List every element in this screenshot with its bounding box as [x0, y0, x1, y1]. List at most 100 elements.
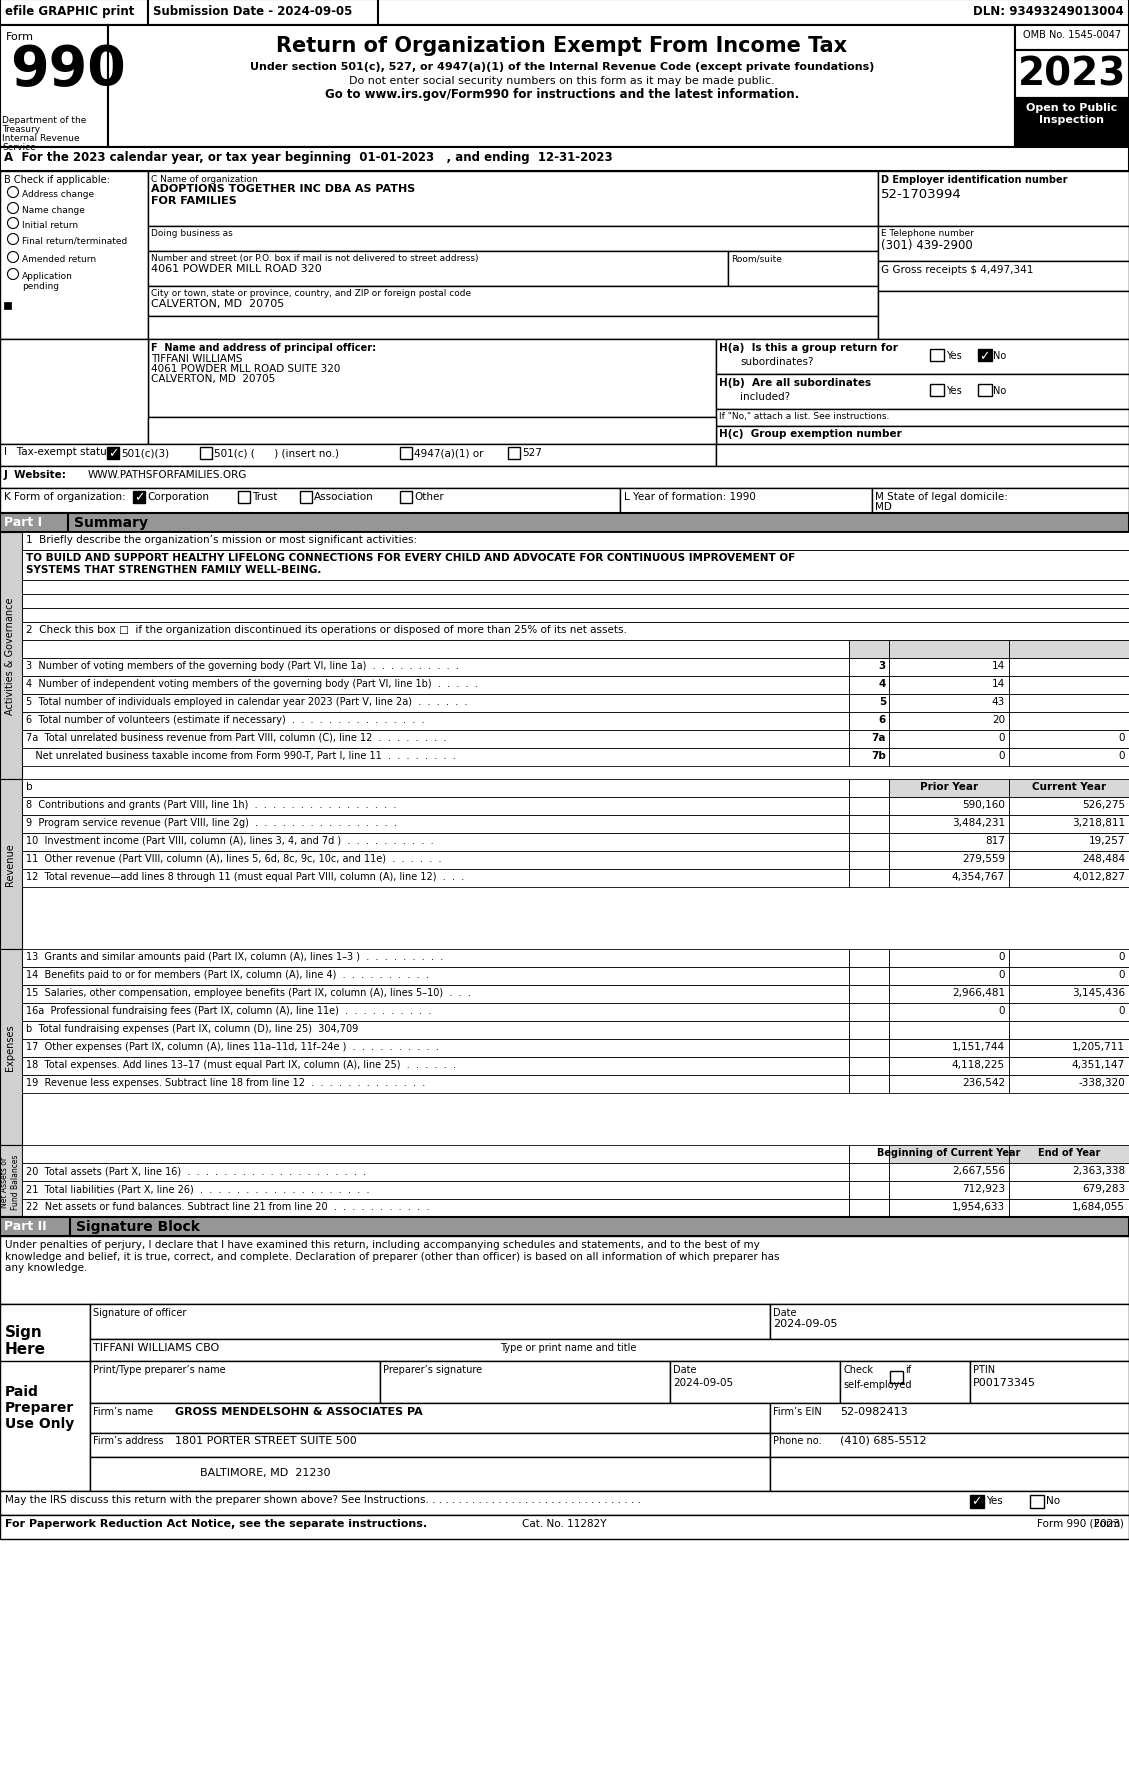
- Bar: [889, 1164, 1009, 1181]
- Text: Do not enter social security numbers on this form as it may be made public.: Do not enter social security numbers on …: [349, 77, 774, 86]
- Bar: [889, 1039, 1009, 1057]
- Bar: [21, 985, 849, 1003]
- Text: Expenses: Expenses: [5, 1025, 15, 1071]
- Bar: [0, 1217, 70, 1237]
- Bar: [5, 303, 11, 310]
- Bar: [0, 779, 21, 950]
- Bar: [1009, 834, 1129, 852]
- Bar: [21, 779, 849, 798]
- Text: 3,145,436: 3,145,436: [1071, 987, 1124, 998]
- Circle shape: [8, 219, 18, 230]
- Bar: [21, 551, 1129, 581]
- Bar: [716, 426, 1129, 446]
- Bar: [108, 27, 1015, 148]
- Text: 248,484: 248,484: [1082, 854, 1124, 864]
- Bar: [1009, 731, 1129, 748]
- Bar: [238, 492, 250, 504]
- Bar: [0, 1237, 1129, 1304]
- Text: 3  Number of voting members of the governing body (Part VI, line 1a)  .  .  .  .: 3 Number of voting members of the govern…: [26, 661, 458, 670]
- Bar: [1009, 816, 1129, 834]
- Text: End of Year: End of Year: [1038, 1148, 1100, 1157]
- Text: 7a: 7a: [872, 732, 886, 743]
- Bar: [508, 447, 520, 460]
- Text: Initial return: Initial return: [21, 221, 78, 230]
- Bar: [889, 713, 1009, 731]
- Text: 0: 0: [998, 1005, 1005, 1016]
- Text: GROSS MENDELSOHN & ASSOCIATES PA: GROSS MENDELSOHN & ASSOCIATES PA: [175, 1406, 422, 1417]
- Text: Amended return: Amended return: [21, 255, 96, 264]
- Text: self-employed: self-employed: [843, 1379, 911, 1390]
- Text: H(a)  Is this a group return for: H(a) Is this a group return for: [719, 342, 898, 353]
- Text: Form 990 (2023): Form 990 (2023): [1038, 1518, 1124, 1529]
- Text: b: b: [26, 782, 33, 791]
- Bar: [872, 488, 1129, 513]
- Bar: [0, 340, 148, 446]
- Text: 6  Total number of volunteers (estimate if necessary)  .  .  .  .  .  .  .  .  .: 6 Total number of volunteers (estimate i…: [26, 715, 425, 725]
- Text: 0: 0: [1119, 732, 1124, 743]
- Text: D Employer identification number: D Employer identification number: [881, 175, 1068, 185]
- Bar: [1009, 1164, 1129, 1181]
- Text: Submission Date - 2024-09-05: Submission Date - 2024-09-05: [154, 5, 352, 18]
- Bar: [21, 622, 1129, 642]
- Text: Department of the: Department of the: [2, 116, 87, 125]
- Bar: [148, 417, 716, 446]
- Bar: [400, 447, 412, 460]
- Text: 4061 POWDER MILL ROAD 320: 4061 POWDER MILL ROAD 320: [151, 264, 322, 274]
- Text: 501(c) (      ) (insert no.): 501(c) ( ) (insert no.): [215, 447, 339, 458]
- Bar: [889, 968, 1009, 985]
- Bar: [889, 985, 1009, 1003]
- Bar: [889, 1003, 1009, 1021]
- Text: 10  Investment income (Part VIII, column (A), lines 3, 4, and 7d )  .  .  .  .  : 10 Investment income (Part VIII, column …: [26, 836, 434, 845]
- Bar: [21, 798, 849, 816]
- Bar: [21, 659, 849, 677]
- Bar: [21, 834, 849, 852]
- Text: 501(c)(3): 501(c)(3): [121, 447, 169, 458]
- Bar: [889, 834, 1009, 852]
- Bar: [1009, 1057, 1129, 1075]
- Bar: [0, 1217, 1129, 1237]
- Circle shape: [8, 235, 18, 246]
- Text: 16a  Professional fundraising fees (Part IX, column (A), line 11e)  .  .  .  .  : 16a Professional fundraising fees (Part …: [26, 1005, 431, 1016]
- Bar: [21, 642, 849, 659]
- Text: If "No," attach a list. See instructions.: If "No," attach a list. See instructions…: [719, 412, 890, 421]
- Bar: [90, 1361, 380, 1402]
- Text: 15  Salaries, other compensation, employee benefits (Part IX, column (A), lines : 15 Salaries, other compensation, employe…: [26, 987, 471, 998]
- Bar: [716, 374, 1129, 410]
- Text: included?: included?: [739, 392, 790, 401]
- Bar: [849, 748, 889, 766]
- Text: 20: 20: [992, 715, 1005, 725]
- Bar: [400, 492, 412, 504]
- Bar: [889, 1146, 1009, 1164]
- Bar: [1009, 677, 1129, 695]
- Circle shape: [8, 253, 18, 264]
- Bar: [0, 467, 1129, 488]
- Text: 526,275: 526,275: [1082, 800, 1124, 809]
- Bar: [716, 410, 1129, 426]
- Text: Doing business as: Doing business as: [151, 228, 233, 237]
- Bar: [1015, 52, 1129, 100]
- Bar: [849, 1164, 889, 1181]
- Bar: [1009, 779, 1129, 798]
- Text: 2024-09-05: 2024-09-05: [673, 1377, 733, 1386]
- Text: 3: 3: [878, 661, 886, 670]
- Bar: [849, 1181, 889, 1199]
- Text: Part I: Part I: [5, 515, 42, 529]
- Text: 3,218,811: 3,218,811: [1071, 818, 1124, 827]
- Text: 2,667,556: 2,667,556: [952, 1165, 1005, 1176]
- Text: Under penalties of perjury, I declare that I have examined this return, includin: Under penalties of perjury, I declare th…: [5, 1238, 779, 1272]
- Text: Under section 501(c), 527, or 4947(a)(1) of the Internal Revenue Code (except pr: Under section 501(c), 527, or 4947(a)(1)…: [250, 62, 874, 71]
- Text: Firm’s name: Firm’s name: [93, 1406, 154, 1417]
- Bar: [978, 385, 992, 397]
- Text: 20  Total assets (Part X, line 16)  .  .  .  .  .  .  .  .  .  .  .  .  .  .  . : 20 Total assets (Part X, line 16) . . . …: [26, 1165, 366, 1176]
- Text: 4  Number of independent voting members of the governing body (Part VI, line 1b): 4 Number of independent voting members o…: [26, 679, 478, 688]
- Text: 14  Benefits paid to or for members (Part IX, column (A), line 4)  .  .  .  .  .: 14 Benefits paid to or for members (Part…: [26, 969, 429, 980]
- Text: Check: Check: [843, 1365, 873, 1374]
- Text: Address change: Address change: [21, 191, 94, 200]
- Text: G Gross receipts $ 4,497,341: G Gross receipts $ 4,497,341: [881, 266, 1033, 274]
- Bar: [878, 171, 1129, 226]
- Bar: [849, 1075, 889, 1094]
- Bar: [21, 1021, 849, 1039]
- Bar: [889, 748, 1009, 766]
- Bar: [0, 0, 1129, 27]
- Bar: [1015, 100, 1129, 148]
